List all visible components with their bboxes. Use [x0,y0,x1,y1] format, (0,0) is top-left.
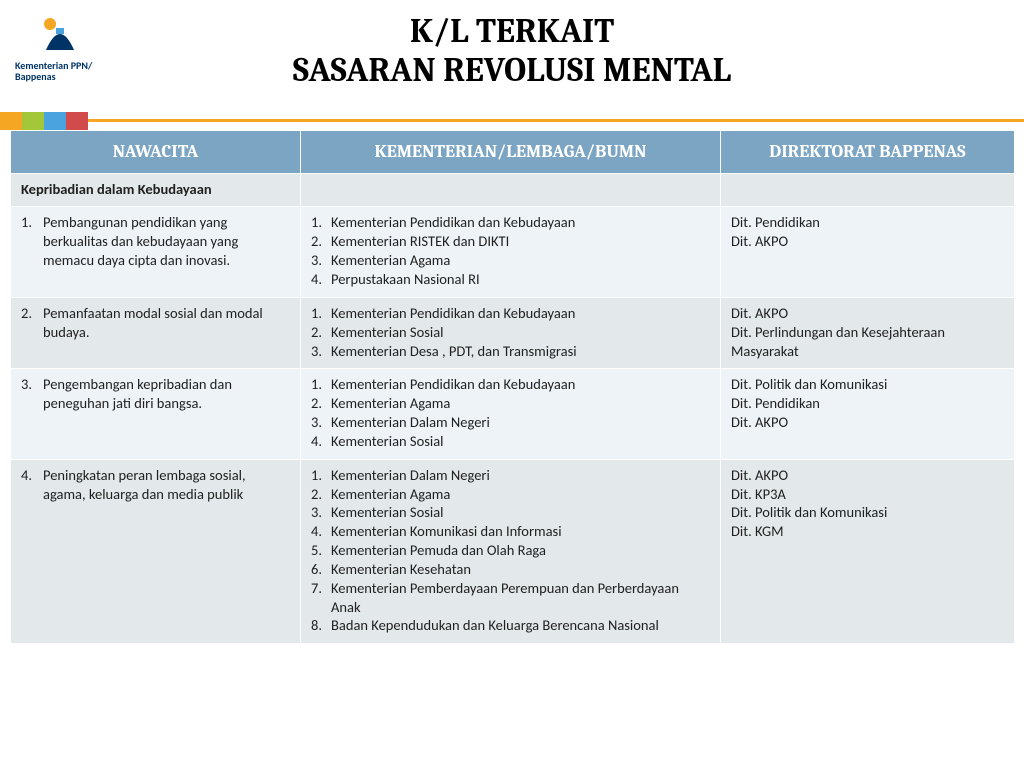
kl-cell: 1.Kementerian Pendidikan dan Kebudayaan2… [301,297,721,369]
kl-cell: 1.Kementerian Dalam Negeri2.Kementerian … [301,459,721,644]
kl-item: Kementerian Pemuda dan Olah Raga [331,541,546,560]
kl-item: Kementerian Agama [331,251,450,270]
row-number: 1. [21,213,43,270]
nawacita-cell: 3.Pengembangan kepribadian dan peneguhan… [11,369,301,459]
kl-cell: 1.Kementerian Pendidikan dan Kebudayaan2… [301,207,721,297]
nawacita-text: Pembangunan pendidikan yang berkualitas … [43,213,290,270]
kl-item: Kementerian Kesehatan [331,560,471,579]
kl-item: Badan Kependudukan dan Keluarga Berencan… [331,616,659,635]
direktorat-item: Dit. Pendidikan [731,213,1004,232]
direktorat-item: Dit. Politik dan Komunikasi [731,375,1004,394]
row-number: 2. [21,304,43,342]
col-header-nawacita: NAWACITA [11,131,301,174]
kl-item: Kementerian Dalam Negeri [331,466,490,485]
direktorat-item: Dit. KP3A [731,485,1004,504]
col-header-kl: KEMENTERIAN/LEMBAGA/BUMN [301,131,721,174]
nawacita-text: Pengembangan kepribadian dan peneguhan j… [43,375,290,413]
direktorat-cell: Dit. PendidikanDit. AKPO [721,207,1015,297]
direktorat-item: Dit. AKPO [731,232,1004,251]
row-number: 4. [21,466,43,504]
table-row: 4.Peningkatan peran lembaga sosial, agam… [11,459,1015,644]
bappenas-logo: Kementerian PPN/ Bappenas [15,10,105,82]
title-line-2: SASARAN REVOLUSI MENTAL [293,50,731,90]
section-heading: Kepribadian dalam Kebudayaan [11,173,301,207]
table-header-row: NAWACITA KEMENTERIAN/LEMBAGA/BUMN DIREKT… [11,131,1015,174]
kl-item: Kementerian Sosial [331,323,444,342]
logo-text-2: Bappenas [15,70,56,83]
direktorat-cell: Dit. AKPODit. Perlindungan dan Kesejahte… [721,297,1015,369]
kl-item: Kementerian Pemberdayaan Perempuan dan P… [331,579,710,617]
slide-title: K/L TERKAIT SASARAN REVOLUSI MENTAL [0,0,1024,90]
nawacita-text: Peningkatan peran lembaga sosial, agama,… [43,466,290,504]
kl-item: Kementerian Komunikasi dan Informasi [331,522,562,541]
row-number: 3. [21,375,43,413]
kl-item: Kementerian Dalam Negeri [331,413,490,432]
kl-item: Kementerian Agama [331,394,450,413]
table-row: 1.Pembangunan pendidikan yang berkualita… [11,207,1015,297]
kl-item: Kementerian Pendidikan dan Kebudayaan [331,304,575,323]
direktorat-cell: Dit. AKPODit. KP3ADit. Politik dan Komun… [721,459,1015,644]
table-row: 3.Pengembangan kepribadian dan peneguhan… [11,369,1015,459]
kl-item: Kementerian Sosial [331,503,444,522]
nawacita-text: Pemanfaatan modal sosial dan modal buday… [43,304,290,342]
kl-item: Kementerian Sosial [331,432,444,451]
kl-item: Kementerian Pendidikan dan Kebudayaan [331,213,575,232]
kl-item: Kementerian Desa , PDT, dan Transmigrasi [331,342,577,361]
title-line-1: K/L TERKAIT [410,11,614,51]
col-header-direktorat: DIREKTORAT BAPPENAS [721,131,1015,174]
kl-cell: 1.Kementerian Pendidikan dan Kebudayaan2… [301,369,721,459]
kl-item: Perpustakaan Nasional RI [331,270,480,289]
direktorat-item: Dit. AKPO [731,413,1004,432]
nawacita-cell: 4.Peningkatan peran lembaga sosial, agam… [11,459,301,644]
decorative-bar [0,112,1024,130]
direktorat-cell: Dit. Politik dan KomunikasiDit. Pendidik… [721,369,1015,459]
direktorat-item: Dit. Perlindungan dan Kesejahteraan Masy… [731,323,1004,361]
main-table: NAWACITA KEMENTERIAN/LEMBAGA/BUMN DIREKT… [10,130,1015,644]
nawacita-cell: 2.Pemanfaatan modal sosial dan modal bud… [11,297,301,369]
slide-header: Kementerian PPN/ Bappenas K/L TERKAIT SA… [0,0,1024,130]
section-heading-row: Kepribadian dalam Kebudayaan [11,173,1015,207]
kl-item: Kementerian Pendidikan dan Kebudayaan [331,375,575,394]
direktorat-item: Dit. Pendidikan [731,394,1004,413]
nawacita-cell: 1.Pembangunan pendidikan yang berkualita… [11,207,301,297]
kl-item: Kementerian Agama [331,485,450,504]
table-row: 2.Pemanfaatan modal sosial dan modal bud… [11,297,1015,369]
direktorat-item: Dit. AKPO [731,304,1004,323]
direktorat-item: Dit. KGM [731,522,1004,541]
kl-item: Kementerian RISTEK dan DIKTI [331,232,509,251]
direktorat-item: Dit. AKPO [731,466,1004,485]
direktorat-item: Dit. Politik dan Komunikasi [731,503,1004,522]
